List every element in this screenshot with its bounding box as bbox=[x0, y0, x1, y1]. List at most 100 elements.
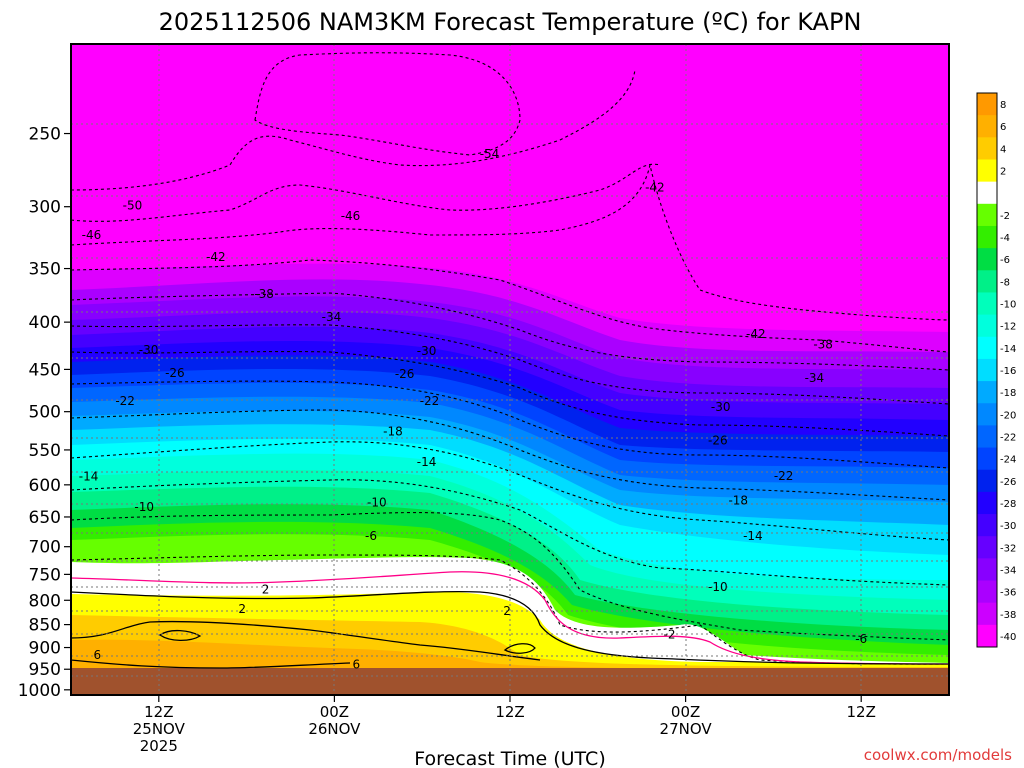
contour-label-29: -6 bbox=[855, 632, 867, 646]
contour-label-5: -42 bbox=[645, 181, 665, 195]
colorbar-swatch-17 bbox=[977, 469, 997, 493]
colorbar-swatch-4 bbox=[977, 181, 997, 205]
contour-label-23: -14 bbox=[417, 455, 437, 469]
contour-label-6: -42 bbox=[746, 327, 766, 341]
isotherm-minus-22 bbox=[71, 380, 949, 469]
isotherm-minus-30 bbox=[71, 324, 949, 405]
contour-label-1: -50 bbox=[123, 198, 143, 212]
colorbar-swatch-21 bbox=[977, 558, 997, 582]
grid-lines bbox=[71, 44, 949, 695]
colorbar-label-23: -38 bbox=[1000, 610, 1016, 621]
colorbar-swatch-3 bbox=[977, 159, 997, 183]
colorbar-label-6: -4 bbox=[1000, 233, 1010, 244]
y-tick-label-1000: 1000 bbox=[18, 681, 61, 701]
isotherm-plus-6-pocket bbox=[158, 629, 202, 642]
contour-label-18: -22 bbox=[420, 394, 440, 408]
contour-label-9: -34 bbox=[322, 310, 342, 324]
y-tick-label-400: 400 bbox=[29, 313, 61, 333]
contour-label-15: -26 bbox=[395, 367, 415, 381]
colorbar-label-2: 4 bbox=[1000, 144, 1006, 155]
x-tick-label-1-1: 26NOV bbox=[308, 720, 361, 738]
colorbar-label-12: -16 bbox=[1000, 366, 1016, 377]
contour-label-30: -2 bbox=[664, 627, 676, 641]
isotherm-plus-2 bbox=[71, 590, 949, 665]
x-tick-label-4-0: 12Z bbox=[847, 703, 876, 721]
colorbar-label-1: 6 bbox=[1000, 122, 1006, 133]
y-tick-label-900: 900 bbox=[29, 639, 61, 659]
x-tick-label-1-0: 00Z bbox=[320, 703, 349, 721]
x-tick-label-3-0: 00Z bbox=[671, 703, 700, 721]
chart-title: 2025112506 NAM3KM Forecast Temperature (… bbox=[159, 8, 862, 36]
contour-label-10: -34 bbox=[805, 371, 825, 385]
contour-label-19: -22 bbox=[774, 469, 794, 483]
isotherm-minus-42 bbox=[71, 164, 949, 321]
contour-label-17: -22 bbox=[115, 394, 135, 408]
isotherm-minus-54 bbox=[254, 52, 521, 156]
contour-label-25: -10 bbox=[134, 500, 154, 514]
colorbar-swatch-1 bbox=[977, 115, 997, 138]
contour-label-28: -6 bbox=[365, 529, 377, 543]
colorbar-swatch-8 bbox=[977, 270, 997, 293]
contour-label-16: -26 bbox=[708, 433, 728, 447]
contour-label-20: -18 bbox=[383, 424, 403, 438]
colorbar-swatch-22 bbox=[977, 580, 997, 604]
credit-text: coolwx.com/models bbox=[864, 746, 1012, 764]
contour-labels: -54-50-46-46-42-42-42-38-38-34-34-30 -30-… bbox=[79, 147, 867, 672]
y-axis: 250 300 350 400 450 500 550 600 650 700 750 800 850 9… bbox=[18, 125, 71, 701]
colorbar-swatch-13 bbox=[977, 381, 997, 404]
isotherm-minus-38 bbox=[71, 259, 949, 353]
colorbar-label-22: -36 bbox=[1000, 588, 1016, 599]
contour-label-24: -14 bbox=[743, 529, 763, 543]
isotherm-minus-10 bbox=[71, 479, 949, 586]
contour-label-11: -30 bbox=[139, 343, 159, 357]
colorbar-swatch-12 bbox=[977, 358, 997, 382]
colorbar-label-3: 2 bbox=[1000, 167, 1006, 178]
isotherm-plus-2-pocket bbox=[503, 643, 536, 654]
colorbar-swatch-6 bbox=[977, 225, 997, 249]
isotherm-minus-14 bbox=[71, 441, 949, 541]
colorbar-label-20: -32 bbox=[1000, 543, 1016, 554]
colorbar-swatch-16 bbox=[977, 447, 997, 471]
y-tick-label-650: 650 bbox=[29, 508, 61, 528]
positive-isotherms bbox=[71, 571, 949, 669]
contour-label-35: 6 bbox=[353, 658, 361, 672]
colorbar-label-8: -8 bbox=[1000, 277, 1010, 288]
contour-label-14: -26 bbox=[165, 366, 185, 380]
y-tick-label-950: 950 bbox=[29, 660, 61, 680]
x-axis-title: Forecast Time (UTC) bbox=[414, 748, 605, 768]
contour-label-13: -30 bbox=[711, 400, 731, 414]
y-tick-label-250: 250 bbox=[29, 125, 61, 145]
colorbar-label-18: -28 bbox=[1000, 499, 1016, 510]
temperature-bands bbox=[71, 44, 949, 695]
colorbar-swatch-18 bbox=[977, 491, 997, 515]
x-tick-label-0-2: 2025 bbox=[140, 737, 178, 755]
colorbar-swatch-19 bbox=[977, 514, 997, 537]
colorbar-label-9: -10 bbox=[1000, 300, 1016, 311]
isotherm-zero bbox=[71, 571, 949, 665]
y-tick-label-350: 350 bbox=[29, 260, 61, 280]
isotherm-plus-6-lower bbox=[71, 659, 351, 669]
colorbar-swatch-0 bbox=[977, 93, 997, 116]
contour-label-31: 2 bbox=[262, 583, 270, 597]
colorbar-swatch-10 bbox=[977, 314, 997, 338]
contour-label-7: -38 bbox=[254, 287, 274, 301]
colorbar-swatch-14 bbox=[977, 403, 997, 426]
colorbar-label-14: -20 bbox=[1000, 410, 1016, 421]
colorbar-label-19: -30 bbox=[1000, 521, 1016, 532]
isotherm-minus-46 bbox=[71, 163, 661, 222]
colorbar-swatch-7 bbox=[977, 248, 997, 271]
colorbar-label-21: -34 bbox=[1000, 565, 1016, 576]
contour-label-3: -46 bbox=[341, 209, 361, 223]
contour-label-0: -54 bbox=[480, 147, 500, 161]
y-tick-label-800: 800 bbox=[29, 591, 61, 611]
contour-label-26: -10 bbox=[367, 496, 387, 510]
x-tick-label-2-0: 12Z bbox=[495, 703, 524, 721]
colorbar-swatch-23 bbox=[977, 602, 997, 626]
colorbar-label-5: -2 bbox=[1000, 211, 1010, 222]
x-tick-label-3-1: 27NOV bbox=[660, 720, 713, 738]
colorbar-label-11: -14 bbox=[1000, 344, 1016, 355]
y-tick-label-700: 700 bbox=[29, 538, 61, 558]
colorbar-swatch-11 bbox=[977, 336, 997, 360]
isotherm-minus-2 bbox=[71, 554, 949, 665]
